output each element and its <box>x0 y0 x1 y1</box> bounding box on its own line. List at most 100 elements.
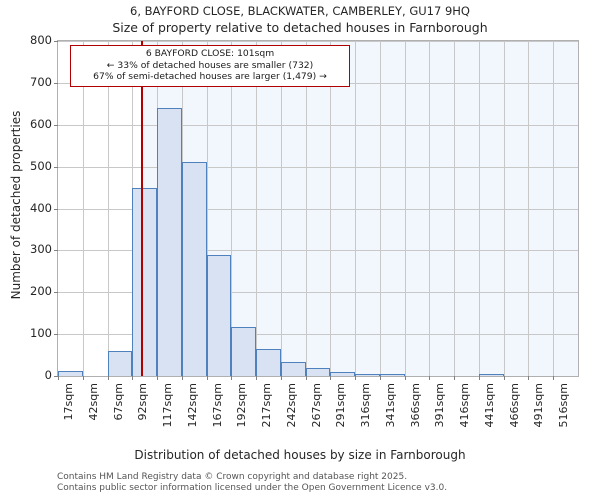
y-tick-label: 200 <box>30 284 52 299</box>
gridline-horizontal <box>58 334 578 336</box>
plot-area <box>54 40 579 380</box>
x-tick-label: 117sqm <box>161 383 175 428</box>
histogram-bar <box>355 373 380 376</box>
gridline-vertical <box>330 41 332 376</box>
histogram-bar <box>256 349 281 376</box>
x-tick-label: 466sqm <box>507 383 521 428</box>
x-tick-mark <box>503 376 505 380</box>
gridline-vertical <box>231 41 233 376</box>
annotation-line-2: ← 33% of detached houses are smaller (73… <box>106 59 314 71</box>
x-tick-mark <box>256 376 258 380</box>
x-tick-label: 242sqm <box>284 383 298 428</box>
x-tick-label: 67sqm <box>111 383 125 421</box>
gridline-horizontal <box>58 124 578 126</box>
y-tick-mark <box>54 166 58 168</box>
gridline-vertical <box>553 41 555 376</box>
x-tick-label: 217sqm <box>260 383 274 428</box>
histogram-bar <box>132 188 158 376</box>
gridline-vertical <box>454 41 456 376</box>
gridline-vertical <box>379 41 381 376</box>
y-tick-label: 400 <box>30 200 52 215</box>
x-tick-label: 42sqm <box>86 383 100 421</box>
page-title: 6, BAYFORD CLOSE, BLACKWATER, CAMBERLEY,… <box>130 4 470 18</box>
y-tick-label: 800 <box>30 33 52 47</box>
y-tick-label: 0 <box>44 368 52 382</box>
x-axis-title: Distribution of detached houses by size … <box>134 448 466 462</box>
histogram-bar <box>280 361 306 376</box>
gridline-vertical <box>305 41 307 376</box>
gridline-vertical <box>82 41 84 376</box>
y-tick-mark <box>54 292 58 294</box>
y-tick-label: 100 <box>30 326 52 341</box>
y-tick-mark <box>54 376 58 377</box>
x-tick-mark <box>58 376 59 380</box>
gridline-horizontal <box>58 41 578 42</box>
histogram-bar <box>157 107 182 376</box>
y-tick-label: 600 <box>30 116 52 131</box>
y-tick-mark <box>54 82 58 84</box>
x-tick-mark <box>429 376 431 380</box>
annotation-box: 6 BAYFORD CLOSE: 101sqm ← 33% of detache… <box>70 45 350 87</box>
property-size-marker-line <box>141 41 144 376</box>
x-tick-mark <box>454 376 456 380</box>
x-tick-mark <box>330 376 332 380</box>
gridline-vertical <box>107 41 109 376</box>
y-tick-label: 300 <box>30 242 52 257</box>
y-tick-mark <box>54 250 58 252</box>
gridline-vertical <box>404 41 406 376</box>
gridline-vertical <box>280 41 282 376</box>
y-tick-mark <box>54 124 58 126</box>
gridline-vertical <box>206 41 208 376</box>
gridline-vertical <box>256 41 258 376</box>
x-tick-mark <box>478 376 480 380</box>
x-tick-mark <box>553 376 555 380</box>
gridline-horizontal <box>58 250 578 252</box>
x-tick-mark <box>355 376 357 380</box>
histogram-bar <box>305 368 331 376</box>
gridline-horizontal <box>58 292 578 294</box>
gridline-vertical <box>528 41 530 376</box>
x-tick-mark <box>528 376 530 380</box>
histogram-bar <box>58 370 83 376</box>
chart-title-block: 6, BAYFORD CLOSE, BLACKWATER, CAMBERLEY,… <box>0 3 600 36</box>
histogram-bar <box>330 372 356 376</box>
x-tick-label: 167sqm <box>210 383 224 428</box>
footer-line-1: Contains HM Land Registry data © Crown c… <box>57 472 408 482</box>
x-tick-mark <box>379 376 381 380</box>
x-tick-mark <box>157 376 159 380</box>
x-tick-mark <box>305 376 307 380</box>
gridline-vertical <box>429 41 431 376</box>
x-tick-label: 267sqm <box>309 383 323 428</box>
x-tick-label: 491sqm <box>532 383 546 428</box>
x-tick-mark <box>206 376 208 380</box>
x-tick-mark <box>231 376 233 380</box>
annotation-line-3: 67% of semi-detached houses are larger (… <box>93 71 327 82</box>
x-tick-label: 391sqm <box>433 383 447 428</box>
histogram-bar <box>379 373 405 376</box>
gridline-horizontal <box>58 208 578 210</box>
x-tick-mark <box>181 376 183 380</box>
chart-subtitle: Size of property relative to detached ho… <box>112 20 488 35</box>
x-tick-label: 92sqm <box>136 383 150 421</box>
histogram-bar <box>231 326 257 376</box>
gridline-horizontal <box>58 166 578 168</box>
gridline-vertical <box>503 41 505 376</box>
x-tick-mark <box>107 376 109 380</box>
x-tick-mark <box>404 376 406 380</box>
x-tick-label: 316sqm <box>359 383 373 428</box>
y-tick-label: 700 <box>30 74 52 89</box>
histogram-bar <box>478 373 504 376</box>
footer-attribution: Contains HM Land Registry data © Crown c… <box>57 472 597 493</box>
x-tick-mark <box>280 376 282 380</box>
x-tick-label: 192sqm <box>235 383 249 428</box>
x-tick-label: 516sqm <box>557 383 571 428</box>
gridline-vertical <box>355 41 357 376</box>
x-tick-label: 142sqm <box>185 383 199 428</box>
gridline-vertical <box>478 41 480 376</box>
x-tick-label: 416sqm <box>458 383 472 428</box>
y-tick-mark <box>54 334 58 336</box>
x-tick-mark <box>82 376 84 380</box>
y-tick-label: 500 <box>30 158 52 173</box>
histogram-bar <box>107 351 133 376</box>
